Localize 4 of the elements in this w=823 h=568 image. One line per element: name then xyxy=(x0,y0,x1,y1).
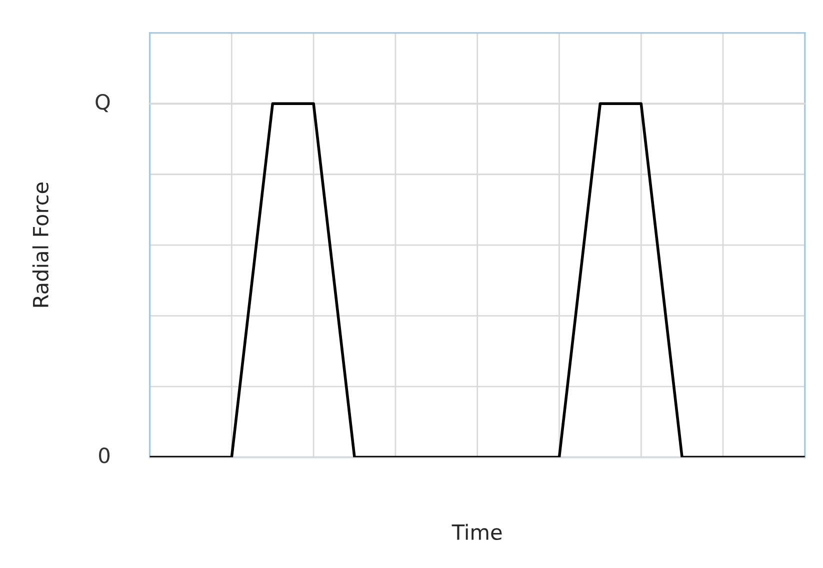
y-axis-title: Radial Force xyxy=(32,182,49,307)
x-axis-title: Time xyxy=(452,524,502,540)
ref-line-label: 0 xyxy=(99,448,110,464)
ref-line-label: Q xyxy=(96,94,110,112)
